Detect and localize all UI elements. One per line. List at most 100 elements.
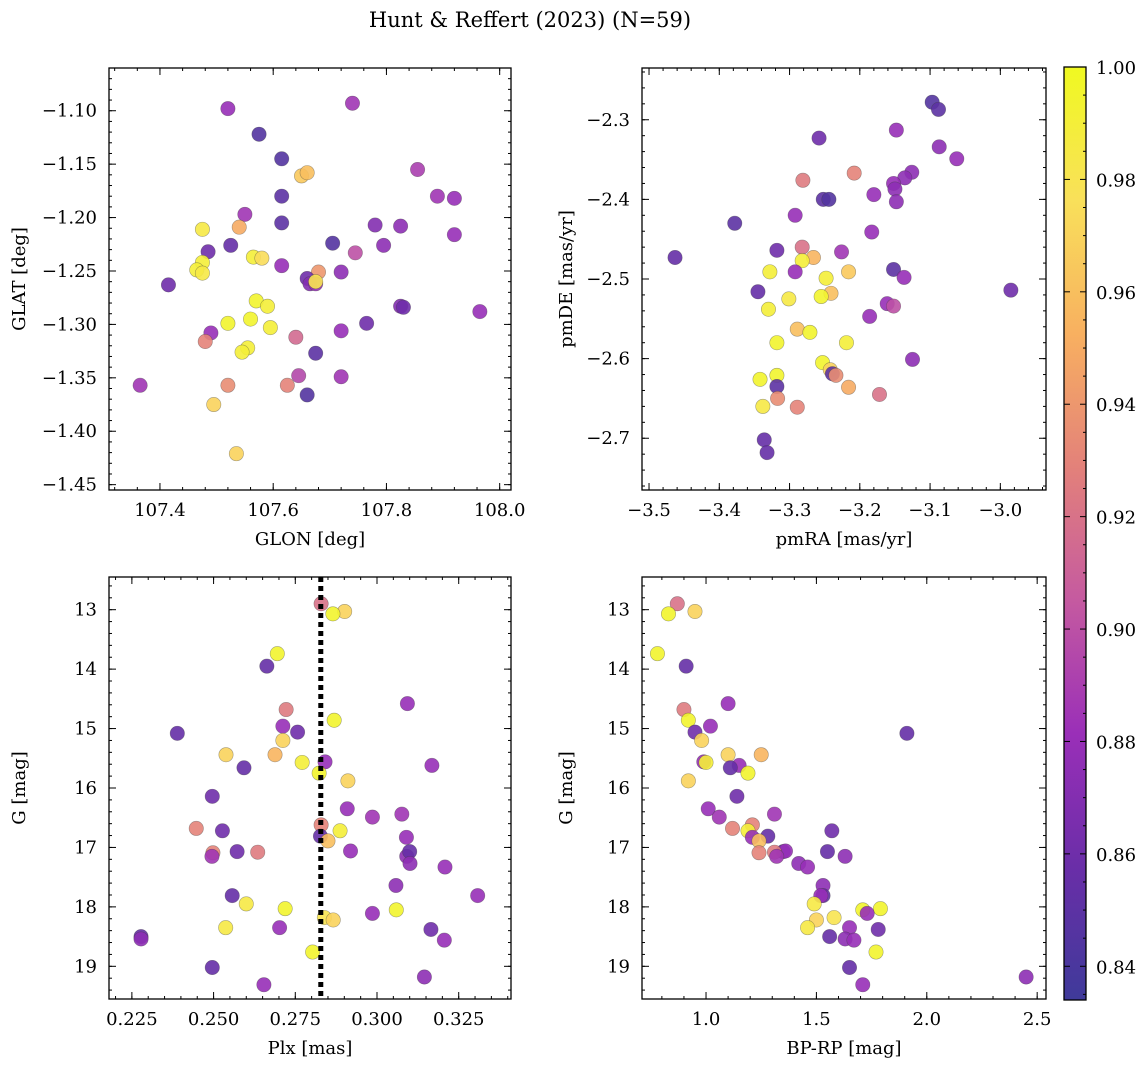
scatter-point — [220, 315, 236, 331]
scatter-point — [388, 902, 404, 918]
scatter-point — [802, 324, 818, 340]
x-tick-label: −3.5 — [627, 500, 671, 521]
scatter-point — [931, 101, 947, 117]
scatter-point — [274, 215, 290, 231]
scatter-point — [290, 724, 306, 740]
scatter-point — [864, 224, 880, 240]
scatter-point — [214, 823, 230, 839]
scatter-point — [291, 368, 307, 384]
scatter-point — [364, 809, 380, 825]
scatter-point — [429, 188, 445, 204]
scatter-point — [667, 250, 683, 266]
scatter-point — [828, 367, 844, 383]
scatter-point — [254, 250, 270, 266]
scatter-point — [359, 315, 375, 331]
y-tick-label: −1.30 — [42, 314, 97, 335]
scatter-points — [649, 596, 1034, 993]
scatter-point — [811, 130, 827, 146]
scatter-point — [325, 235, 341, 251]
scatter-point — [826, 910, 842, 926]
scatter-point — [899, 725, 915, 741]
scatter-point — [299, 165, 315, 181]
scatter-point — [325, 606, 341, 622]
scatter-point — [872, 901, 888, 917]
scatter-point — [132, 377, 148, 393]
scatter-point — [416, 969, 432, 985]
scatter-point — [841, 264, 857, 280]
scatter-point — [870, 921, 886, 937]
x-tick-label: 108.0 — [474, 500, 526, 521]
scatter-point — [766, 806, 782, 822]
x-tick-label: 107.4 — [134, 500, 186, 521]
scatter-point — [204, 788, 220, 804]
scatter-point — [339, 801, 355, 817]
scatter-point — [886, 298, 902, 314]
y-tick-label: 15 — [74, 719, 97, 740]
colorbar-tick-label: 0.92 — [1096, 508, 1136, 529]
scatter-point — [740, 765, 756, 781]
scatter-point — [325, 912, 341, 928]
scatter-point — [769, 848, 785, 864]
scatter-point — [819, 844, 835, 860]
y-tick-label: −2.4 — [586, 189, 630, 210]
scatter-point — [251, 126, 267, 142]
scatter-point — [402, 855, 418, 871]
scatter-point — [806, 896, 822, 912]
panel-plx-g: 0.225 0.250 0.275 0.300 0.325 13 14 15 16 17 18 19 P… — [9, 576, 512, 1059]
x-axis-label: Plx [mas] — [268, 1038, 353, 1059]
colorbar-tick-label: 0.88 — [1096, 732, 1136, 753]
y-tick-label: −1.35 — [42, 368, 97, 389]
scatter-point — [669, 596, 685, 612]
x-tick-label: 107.8 — [361, 500, 413, 521]
y-axis-label: GLAT [deg] — [9, 227, 30, 331]
scatter-point — [751, 845, 767, 861]
scatter-point — [868, 944, 884, 960]
x-tick-label: 2.5 — [1023, 1009, 1052, 1030]
scatter-point — [722, 760, 738, 776]
x-tick-label: 0.250 — [188, 1009, 240, 1030]
x-tick-label: 107.6 — [247, 500, 299, 521]
scatter-point — [229, 844, 245, 860]
scatter-point — [333, 369, 349, 385]
scatter-point — [472, 304, 488, 320]
scatter-point — [846, 932, 862, 948]
scatter-point — [859, 905, 875, 921]
y-tick-label: 14 — [607, 659, 630, 680]
scatter-point — [789, 399, 805, 415]
scatter-point — [795, 172, 811, 188]
y-tick-label: 19 — [607, 956, 630, 977]
scatter-point — [238, 896, 254, 912]
scatter-point — [234, 344, 250, 360]
scatter-point — [886, 261, 902, 277]
scatter-point — [237, 206, 253, 222]
scatter-point — [274, 188, 290, 204]
colorbar-tick-label: 0.86 — [1096, 845, 1136, 866]
scatter-points — [133, 596, 486, 993]
scatter-point — [905, 351, 921, 367]
x-tick-label: 1.0 — [692, 1009, 721, 1030]
scatter-point — [333, 264, 349, 280]
x-tick-label: −3.1 — [908, 500, 952, 521]
scatter-point — [288, 329, 304, 345]
x-axis-label: pmRA [mas/yr] — [776, 529, 913, 550]
scatter-point — [855, 977, 871, 993]
scatter-point — [194, 221, 210, 237]
scatter-point — [220, 101, 236, 117]
scatter-point — [267, 747, 283, 763]
scatter-point — [759, 445, 775, 461]
scatter-point — [446, 227, 462, 243]
y-tick-label: −2.3 — [586, 110, 630, 131]
scatter-point — [470, 888, 486, 904]
scatter-point — [711, 809, 727, 825]
axes-frame — [108, 576, 512, 1000]
y-tick-label: −1.25 — [42, 261, 97, 282]
scatter-point — [272, 920, 288, 936]
y-tick-label: −2.6 — [586, 349, 630, 370]
scatter-point — [277, 901, 293, 917]
scatter-point — [274, 258, 290, 274]
panel-glon-glat: 107.4 107.6 107.8 108.0 −1.10 −1.15 −1.20 −1.25… — [9, 67, 526, 550]
scatter-point — [260, 298, 276, 314]
x-axis-label: GLON [deg] — [255, 529, 365, 550]
scatter-point — [394, 806, 410, 822]
scatter-point — [194, 265, 210, 281]
